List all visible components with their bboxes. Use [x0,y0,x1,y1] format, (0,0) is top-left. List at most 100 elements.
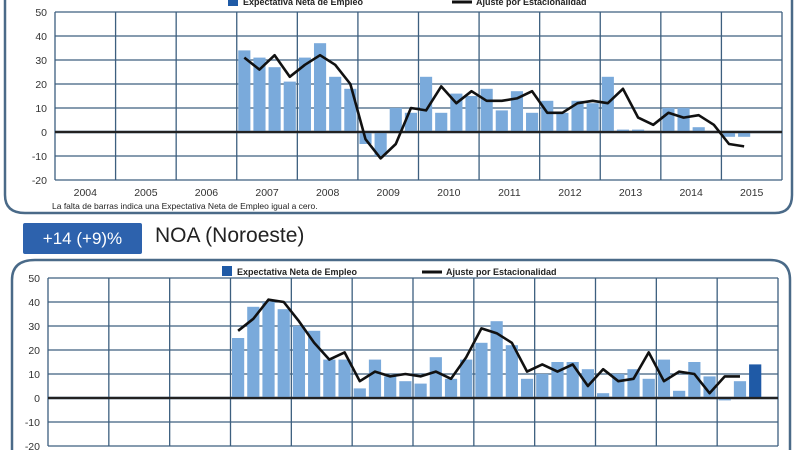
bar [692,127,705,132]
region-title: NOA (Noroeste) [155,224,305,247]
bar [329,76,342,132]
x-tick-label: 2006 [195,187,219,199]
bar [232,338,245,398]
bar [253,57,266,132]
bar [627,369,640,398]
bar [510,91,524,132]
bar [262,302,275,398]
y-tick-label: 40 [35,31,47,43]
x-tick-label: 2005 [134,187,158,199]
bar [688,362,701,398]
bar [238,50,251,132]
bar [581,369,594,398]
legend-line-label: Ajuste por Estacionalidad [446,267,557,277]
bar [450,93,463,132]
bar [571,100,584,132]
legend-bar-swatch [228,0,238,6]
bar [384,376,397,398]
y-tick-label: 0 [41,127,47,139]
seasonal-adjustment-line [237,298,740,395]
bar [353,388,366,398]
bar [536,374,549,398]
x-tick-label: 2004 [74,187,98,199]
bar [673,390,686,398]
y-tick-label: 10 [28,369,40,381]
bar [475,342,488,398]
bar [738,132,751,137]
y-tick-label: 20 [28,345,40,357]
y-tick-label: -10 [32,151,47,163]
bar [435,112,448,132]
bar [414,383,427,398]
bar [749,364,762,398]
x-tick-label: 2007 [255,187,279,199]
bar [642,378,655,398]
x-tick-label: 2015 [740,187,764,199]
x-tick-label: 2009 [377,187,401,199]
y-tick-label: 30 [35,55,47,67]
bar [338,359,351,398]
bar [298,57,311,132]
x-tick-label: 2014 [679,187,703,199]
y-tick-label: 30 [28,321,40,333]
region-badge: +14 (+9)% [23,223,142,254]
bar [616,129,630,132]
x-tick-label: 2012 [558,187,582,199]
y-tick-label: 20 [35,79,47,91]
legend-bar-label: Expectativa Neta de Empleo [243,0,364,7]
bar [480,88,493,132]
bar [268,67,281,132]
y-tick-label: -20 [25,441,40,450]
y-tick-label: 0 [34,393,40,405]
x-tick-label: 2010 [437,187,461,199]
bar [526,112,539,132]
bar [368,359,382,398]
bar [677,108,690,132]
y-tick-label: 50 [35,7,47,19]
y-tick-label: 10 [35,103,47,115]
bar [722,132,736,137]
x-tick-label: 2011 [498,187,521,199]
y-tick-label: 50 [28,273,40,285]
bar [465,96,478,132]
bar [374,132,387,156]
bar [429,357,442,398]
bar [733,381,747,398]
x-tick-label: 2008 [316,187,340,199]
bar [323,359,336,398]
y-tick-label: -10 [25,417,40,429]
legend-line-label: Ajuste por Estacionalidad [476,0,587,7]
bar [556,112,569,132]
footnote: La falta de barras indica una Expectativ… [52,201,318,211]
bar [505,345,518,398]
chart-frame [10,258,792,450]
bar [718,398,731,401]
bar [444,378,458,398]
bar [551,362,564,398]
y-tick-label: -20 [32,175,47,187]
chart-frame [3,0,794,215]
legend-bar-swatch [222,266,232,276]
bar [490,321,503,398]
bar [247,306,260,398]
bar [520,378,534,398]
bar [277,309,290,398]
y-tick-label: 40 [28,297,40,309]
bar [460,359,473,398]
x-tick-label: 2013 [619,187,643,199]
bar [283,81,296,132]
bar [703,376,716,398]
bar [389,108,402,132]
bar [586,103,599,132]
bar [399,381,412,398]
bar [632,129,645,132]
bar [292,326,306,398]
bar [566,362,579,398]
bar [313,43,327,133]
bar [597,393,610,398]
bar [495,110,508,132]
legend-bar-label: Expectativa Neta de Empleo [237,267,358,277]
bar [420,76,433,132]
seasonal-adjustment-line [243,53,745,160]
